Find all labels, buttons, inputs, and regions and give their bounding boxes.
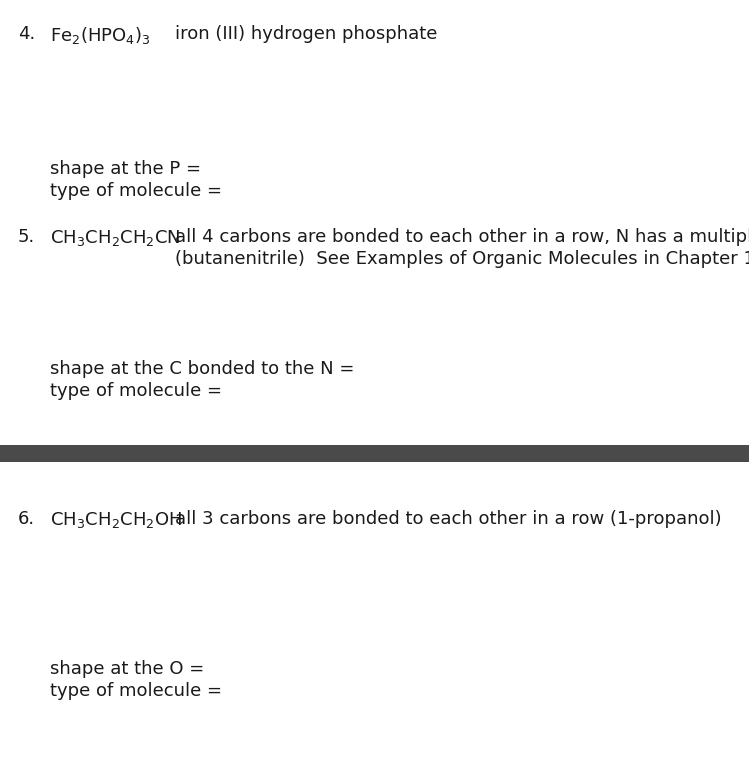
Text: (butanenitrile)  See Examples of Organic Molecules in Chapter 10: (butanenitrile) See Examples of Organic …	[175, 250, 749, 268]
Text: $\mathregular{CH_3CH_2CH_2OH}$: $\mathregular{CH_3CH_2CH_2OH}$	[50, 510, 182, 530]
Text: iron (III) hydrogen phosphate: iron (III) hydrogen phosphate	[175, 25, 437, 43]
Bar	[0, 445, 749, 462]
Text: type of molecule =: type of molecule =	[50, 382, 222, 400]
Text: shape at the C bonded to the N =: shape at the C bonded to the N =	[50, 360, 354, 378]
Text: 6.: 6.	[18, 510, 35, 528]
Text: shape at the O =: shape at the O =	[50, 660, 204, 678]
Text: 5.: 5.	[18, 228, 35, 246]
Text: type of molecule =: type of molecule =	[50, 682, 222, 700]
Text: shape at the P =: shape at the P =	[50, 160, 201, 178]
Text: all 3 carbons are bonded to each other in a row (1-propanol): all 3 carbons are bonded to each other i…	[175, 510, 721, 528]
Text: type of molecule =: type of molecule =	[50, 182, 222, 200]
Text: $\mathregular{CH_3CH_2CH_2CN}$: $\mathregular{CH_3CH_2CH_2CN}$	[50, 228, 181, 248]
Text: 4.: 4.	[18, 25, 35, 43]
Text: $\mathregular{Fe_2(HPO_4)_3}$: $\mathregular{Fe_2(HPO_4)_3}$	[50, 25, 151, 46]
Text: all 4 carbons are bonded to each other in a row, N has a multiple bond: all 4 carbons are bonded to each other i…	[175, 228, 749, 246]
